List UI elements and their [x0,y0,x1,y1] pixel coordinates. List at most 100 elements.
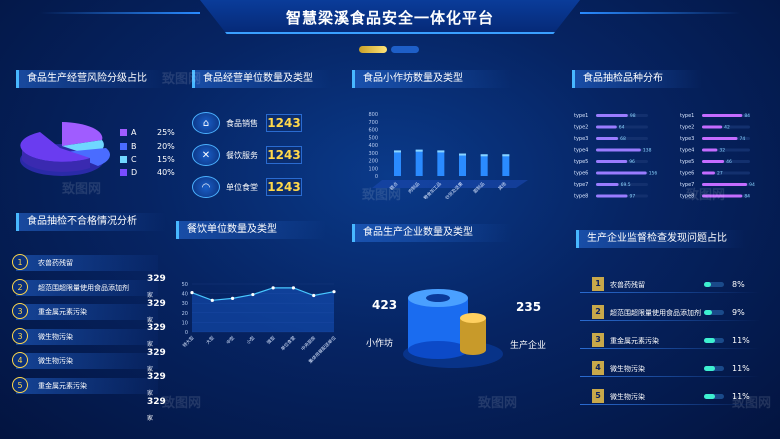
progress-track [704,338,724,343]
sampling-bar-chart: type1 98 type2 64 type3 68 type4 138 type5 96 type… [574,113,755,200]
watermark: 致图网 [686,188,726,203]
row-unit: 家 [147,390,154,397]
y-tick-label: 30 [182,301,188,307]
bar-value-label: 64 [619,125,625,131]
bar [702,171,715,175]
enterprise-left-label: 小作坊 [366,339,394,349]
unqualified-row: 3微生物污染329家 [12,327,166,373]
risk-legend-c: C 15% [120,155,175,164]
legend-swatch [120,156,127,163]
y-tick-label: 10 [182,320,188,326]
unqualified-row: 5 重金属元素污染 329家 [12,376,166,422]
row-label: 重金属元素污染 [610,337,659,345]
progress-fill [704,338,715,343]
data-point [332,290,336,294]
y-tick-label: 800 [368,112,378,118]
row-unit: 家 [147,414,154,422]
bar [502,154,510,176]
progress-fill [704,394,715,399]
row-unit: 家 [147,316,154,324]
row-number: 329 [147,323,166,333]
unit-row-catering: ✕ 餐饮服务 1243 [192,144,302,166]
rank-badge: 2 [12,278,28,295]
row-divider [580,404,760,405]
category-label: type8 [680,194,694,200]
enterprise-right-label: 生产企业 [510,341,547,351]
bar [702,160,725,163]
bar-value-label: 84 [744,194,750,200]
bar-cap [502,154,510,157]
risk-panel-title: 食品生产经营风险分级占比 [16,70,166,88]
legend-swatch [120,129,127,136]
progress-track [704,310,724,315]
category-label: type6 [680,171,694,177]
x-tick-label: 微型 [265,334,277,346]
bar [702,114,743,117]
row-number: 329 [147,396,166,407]
progress-track [704,366,724,371]
bar [702,194,743,198]
bar [596,148,641,152]
y-tick-label: 20 [182,311,188,317]
category-label: type5 [680,159,694,165]
row-label: 微生物污染 [38,357,73,365]
rank-badge: 4 [12,352,28,368]
row-value: 329 家 [147,271,166,304]
x-tick-label: 小型 [245,334,257,346]
x-tick-label: 特大型 [181,334,196,349]
category-label: type2 [680,125,694,131]
legend-label: D [131,168,138,177]
bar-cap [480,154,488,157]
row-label: 超范围超限量使用食品添加剂 [38,283,129,292]
legend-value: 25% [157,128,175,137]
category-label: type1 [680,113,694,119]
header-line-left [40,12,200,14]
row-label: 重金属元素污染 [38,381,87,390]
tab-pill-1[interactable] [359,46,387,53]
bar [437,150,445,176]
bar-value-label: 97 [630,194,636,200]
category-label: type2 [574,125,588,131]
data-point [210,298,214,302]
row-label: 超范围超限量使用食品添加剂 [610,309,701,317]
supervision-row: 2 超范围超限量使用食品添加剂 9% [580,305,760,321]
row-unit: 家 [147,341,154,348]
bar-value-label: 46 [726,159,732,165]
rank-badge: 1 [12,254,28,270]
x-tick-label: 其他 [496,180,508,192]
y-tick-label: 400 [368,143,378,149]
bar-cap [415,149,423,152]
watermark: 致图网 [732,396,772,411]
y-tick-label: 200 [368,159,378,165]
row-value: 329 家 [147,394,166,427]
category-label: type3 [680,136,694,142]
category-label: type7 [574,182,588,188]
risk-legend-a: A 25% [120,128,175,137]
row-label: 微生物污染 [610,393,645,401]
y-tick-label: 100 [368,166,378,172]
y-tick-label: 50 [182,282,188,288]
category-label: type1 [574,113,588,119]
bar [596,183,619,186]
bar [702,148,718,152]
progress-fill [704,366,715,371]
page-title: 智慧梁溪食品安全一体化平台 [285,9,494,27]
bar [596,125,617,129]
tab-pill-2[interactable] [391,46,419,53]
chart-base [372,180,528,188]
row-divider [580,292,760,293]
row-value: 329 家 [147,296,166,329]
watermark: 致图网 [162,396,202,411]
rank-badge: 1 [592,277,604,291]
data-point [312,293,316,298]
x-tick-label: 单位食堂 [279,334,297,352]
workshop-panel-title: 食品小作坊数量及类型 [352,70,512,88]
y-tick-label: 500 [368,135,378,141]
bar-value-label: 94 [749,182,755,188]
row-value: 8% [732,280,745,289]
unit-label: 单位食堂 [226,182,258,192]
enterprise-left-value: 423 [372,298,398,312]
supervision-row: 1 农兽药残留 8% [580,277,760,293]
